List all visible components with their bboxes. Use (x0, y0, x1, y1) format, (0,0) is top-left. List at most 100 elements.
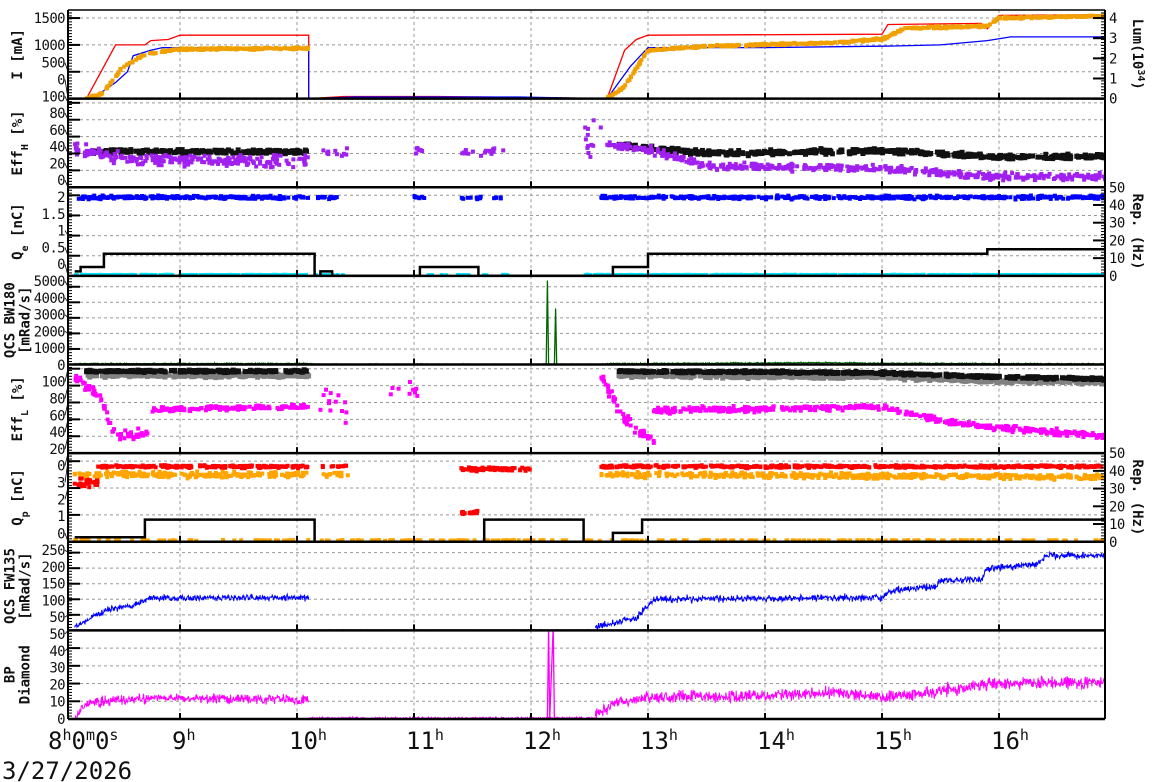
point-effh-black (773, 150, 779, 156)
point-qe-zero (998, 273, 1003, 276)
point-effl-gray (901, 375, 907, 381)
point-qe (896, 195, 901, 200)
point-qe (242, 194, 247, 199)
point-effl-black (782, 369, 787, 375)
point-effh-black (799, 149, 805, 154)
point-effh-purple (616, 143, 621, 148)
point-qe-zero (321, 273, 326, 276)
point-luminosity (124, 63, 129, 67)
point-qe-zero (830, 272, 835, 276)
point-luminosity (1009, 16, 1014, 21)
point-effh-purple (1021, 177, 1026, 182)
point-luminosity (230, 46, 235, 51)
point-qe-zero (872, 273, 877, 276)
point-luminosity (127, 60, 132, 65)
point-effh-purple (749, 161, 754, 166)
point-effh-purple (273, 160, 278, 164)
point-effl-gray (272, 372, 277, 378)
point-effh-black (128, 149, 134, 155)
point-qe (861, 195, 866, 200)
point-effl-black (804, 370, 810, 376)
point-qe (647, 196, 652, 201)
point-effh-purple (591, 118, 596, 123)
point-effl-black (257, 368, 263, 374)
point-effl-gray (932, 376, 938, 382)
point-qe-zero (866, 273, 871, 276)
point-effl-gray (146, 371, 152, 377)
point-effh-black (984, 154, 990, 160)
point-effh-purple (836, 166, 841, 171)
point-qe (947, 195, 952, 200)
point-effh-purple (942, 172, 947, 177)
point-qe-zero (1090, 272, 1095, 276)
point-luminosity (667, 47, 672, 51)
point-effh-purple (1031, 174, 1036, 179)
point-qe-zero (287, 273, 292, 276)
point-qe (858, 196, 863, 200)
point-qe-zero (220, 273, 225, 276)
point-qe (1083, 195, 1088, 200)
point-qe-zero (1052, 273, 1057, 276)
point-effl-gray (111, 373, 117, 379)
point-effh-black (111, 147, 117, 153)
point-effh-purple (156, 163, 161, 168)
point-qe-zero (271, 273, 276, 276)
point-qe-zero (886, 273, 891, 276)
point-qe (611, 194, 616, 199)
point-qe-zero (335, 273, 340, 276)
point-effh-purple (662, 152, 667, 157)
point-effh-purple (628, 144, 633, 149)
point-qe-zero (1102, 273, 1105, 276)
point-effh-black (1024, 154, 1030, 159)
point-effh-purple (609, 143, 614, 147)
point-effl-black (1073, 375, 1079, 381)
point-luminosity (733, 43, 738, 48)
point-effh-purple (833, 167, 838, 172)
point-effh-purple (1067, 175, 1072, 180)
point-effl-black (288, 368, 294, 374)
point-effh-purple (1076, 174, 1081, 178)
point-effl-gray (854, 374, 860, 380)
point-effh-purple (753, 166, 758, 171)
point-effl-black (109, 368, 115, 374)
panel-4-series (73, 367, 1105, 445)
point-qe-zero (215, 273, 220, 276)
point-effh-purple (216, 156, 221, 161)
point-qe-zero (730, 273, 735, 276)
point-effh-purple (760, 165, 765, 169)
point-qe (1075, 195, 1079, 199)
point-effh-purple (224, 163, 229, 168)
point-qe-zero (146, 273, 151, 276)
point-luminosity (287, 46, 292, 51)
point-luminosity (757, 43, 761, 48)
point-qe-zero (697, 273, 702, 276)
point-qe-zero (1001, 273, 1006, 276)
point-qe-zero (882, 273, 887, 276)
point-qe-zero (601, 273, 606, 276)
point-effl-black (733, 368, 739, 374)
point-effl-black (622, 369, 628, 375)
point-effl-gray (961, 377, 967, 383)
point-qe (102, 195, 107, 200)
point-effh-purple (242, 156, 247, 160)
point-qe (135, 195, 140, 200)
point-qe (321, 194, 326, 199)
point-effh-purple (1059, 172, 1064, 177)
point-qe (422, 196, 427, 200)
point-luminosity (278, 47, 283, 52)
point-luminosity (683, 45, 688, 50)
point-luminosity (1071, 14, 1075, 19)
point-luminosity (807, 41, 812, 46)
point-qe (882, 195, 887, 200)
point-effh-black (852, 149, 858, 155)
point-luminosity (876, 37, 881, 42)
point-effl-gray (861, 374, 867, 380)
point-effh-purple (414, 146, 419, 151)
point-qe (810, 194, 814, 199)
point-luminosity (898, 29, 903, 34)
point-effh-purple (166, 154, 171, 159)
point-effh-black (1043, 151, 1049, 157)
point-effl-gray (660, 372, 666, 378)
point-qe (998, 195, 1003, 199)
point-effh-purple (254, 164, 259, 169)
